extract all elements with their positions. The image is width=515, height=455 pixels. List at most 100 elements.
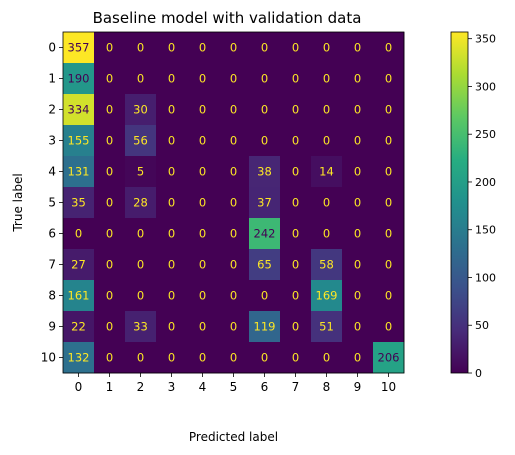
heatmap-cell [187, 63, 219, 95]
cell-value-label: 0 [354, 72, 361, 86]
cell-value-label: 0 [137, 227, 144, 241]
cell-value-label: 0 [106, 41, 113, 55]
heatmap-cell [125, 156, 157, 188]
cell-value-label: 0 [137, 72, 144, 86]
heatmap-cell [125, 311, 157, 343]
cell-value-label: 0 [199, 134, 206, 148]
cell-value-label: 357 [68, 41, 90, 55]
cell-value-label: 0 [106, 72, 113, 86]
cell-value-label: 0 [168, 196, 175, 210]
cell-value-label: 0 [106, 103, 113, 117]
heatmap-cell [342, 125, 374, 157]
heatmap-cell [311, 342, 343, 374]
cell-value-label: 334 [68, 103, 90, 117]
x-tick-label: 0 [75, 380, 83, 394]
cell-value-label: 0 [354, 227, 361, 241]
heatmap-cell [218, 311, 250, 343]
cell-value-label: 5 [137, 165, 144, 179]
heatmap-cell [63, 187, 95, 219]
heatmap-cell [218, 280, 250, 312]
cell-value-label: 0 [106, 165, 113, 179]
y-tick-label: 10 [41, 351, 56, 365]
cell-value-label: 0 [385, 103, 392, 117]
cell-value-label: 0 [230, 227, 237, 241]
y-tick-label: 3 [48, 134, 56, 148]
heatmap-cell [249, 94, 281, 126]
heatmap-cell [187, 187, 219, 219]
x-tick-label: 7 [292, 380, 300, 394]
y-axis-ticks: 0 1 2 3 4 5 6 7 8 9 10 [41, 41, 63, 365]
heatmap-cell [187, 218, 219, 250]
heatmap-grid: 357 0 0 0 0 0 0 0 0 0 0 190 0 0 0 0 0 0 0 0 0 0 334 0 30 0 0 0 0 0 0 0 0… [63, 32, 405, 374]
heatmap-cell [342, 94, 374, 126]
heatmap-cell [373, 342, 405, 374]
cell-value-label: 0 [385, 72, 392, 86]
cell-value-label: 0 [199, 320, 206, 334]
heatmap-cell [156, 32, 188, 64]
cell-value-label: 0 [261, 41, 268, 55]
heatmap-cell [373, 218, 405, 250]
heatmap-cell [311, 249, 343, 281]
y-tick-label: 9 [48, 320, 56, 334]
cell-value-label: 0 [199, 72, 206, 86]
cell-value-label: 0 [230, 103, 237, 117]
heatmap-cell [280, 342, 312, 374]
cell-value-label: 0 [137, 41, 144, 55]
cell-value-label: 0 [106, 289, 113, 303]
colorbar-ticks: 0 50 100 150 200 250 300 350 [468, 33, 496, 380]
cell-value-label: 0 [230, 41, 237, 55]
cell-value-label: 58 [319, 258, 334, 272]
chart-title: Baseline model with validation data [93, 9, 362, 27]
heatmap-cell [373, 280, 405, 312]
heatmap-cell [311, 125, 343, 157]
cell-value-label: 0 [292, 72, 299, 86]
heatmap-cell [125, 94, 157, 126]
heatmap-cell [156, 63, 188, 95]
y-tick-label: 8 [48, 289, 56, 303]
heatmap-cell [373, 249, 405, 281]
y-tick-label: 7 [48, 258, 56, 272]
cell-value-label: 0 [168, 72, 175, 86]
cell-value-label: 28 [133, 196, 148, 210]
heatmap-cell [373, 63, 405, 95]
heatmap-cell [311, 63, 343, 95]
heatmap-cell [249, 311, 281, 343]
heatmap-cell [218, 156, 250, 188]
x-tick-label: 1 [106, 380, 114, 394]
heatmap-cell [63, 32, 95, 64]
heatmap-cell [373, 156, 405, 188]
cell-value-label: 0 [323, 351, 330, 365]
cell-value-label: 0 [199, 227, 206, 241]
heatmap-cell [156, 311, 188, 343]
cell-value-label: 206 [378, 351, 400, 365]
heatmap-cell [187, 94, 219, 126]
cell-value-label: 0 [385, 165, 392, 179]
heatmap-cell [94, 63, 126, 95]
x-tick-label: 5 [230, 380, 238, 394]
heatmap-cell [218, 218, 250, 250]
cell-value-label: 0 [292, 227, 299, 241]
cell-value-label: 0 [230, 320, 237, 334]
heatmap-cell [342, 156, 374, 188]
cell-value-label: 0 [168, 289, 175, 303]
heatmap-cell [280, 311, 312, 343]
cell-value-label: 131 [68, 165, 90, 179]
cell-value-label: 0 [354, 320, 361, 334]
colorbar-tick-label: 0 [475, 367, 482, 380]
cell-value-label: 0 [323, 103, 330, 117]
colorbar-tick-label: 150 [475, 224, 496, 237]
heatmap-cell [280, 249, 312, 281]
heatmap-cell [187, 125, 219, 157]
heatmap-cell [94, 156, 126, 188]
cell-value-label: 0 [292, 134, 299, 148]
cell-value-label: 0 [199, 196, 206, 210]
cell-value-label: 0 [261, 351, 268, 365]
cell-value-label: 0 [354, 41, 361, 55]
heatmap-cell [94, 249, 126, 281]
cell-value-label: 132 [68, 351, 90, 365]
heatmap-cell [63, 94, 95, 126]
cell-value-label: 0 [199, 351, 206, 365]
cell-value-label: 119 [254, 320, 276, 334]
cell-value-label: 0 [106, 258, 113, 272]
heatmap-cell [156, 249, 188, 281]
